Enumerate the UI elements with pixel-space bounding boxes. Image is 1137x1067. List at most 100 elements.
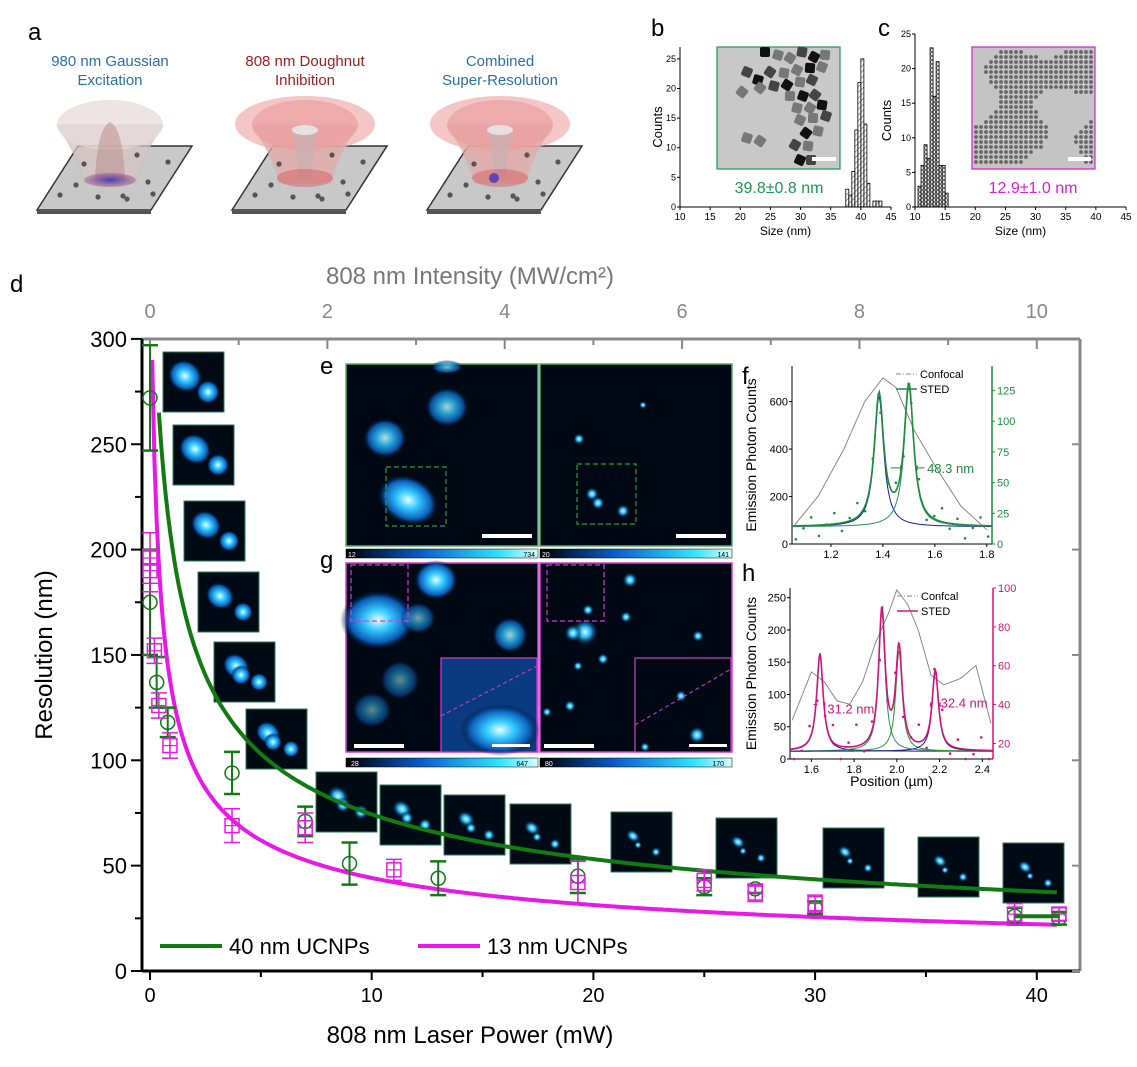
tem-particle — [989, 130, 993, 134]
tem-particle — [1059, 70, 1063, 74]
tem-particle — [1024, 130, 1028, 134]
x-tick-label: 2.4 — [975, 764, 990, 776]
tem-particle — [999, 115, 1003, 119]
x-tick-label: 10 — [909, 212, 921, 223]
sted-data-point — [956, 517, 959, 521]
tem-particle — [999, 135, 1003, 139]
tem-particle — [1009, 160, 1013, 164]
sted-data-point — [894, 671, 897, 675]
tem-particle — [1044, 65, 1048, 69]
y-tick-label: 150 — [90, 643, 127, 668]
excitation-spot — [84, 173, 136, 187]
data-point-40nm — [430, 860, 447, 897]
tem-particle — [1054, 55, 1058, 59]
colorbar-max: 647 — [516, 761, 528, 768]
tem-particle — [1089, 120, 1093, 124]
histogram-bar — [860, 58, 865, 208]
tem-particle — [999, 130, 1003, 134]
scale-bar — [1068, 157, 1091, 161]
tem-particle — [1079, 80, 1083, 84]
tem-particle — [1024, 80, 1028, 84]
tem-particle — [1034, 90, 1038, 94]
tem-particle — [1039, 65, 1043, 69]
tem-particle — [974, 150, 978, 154]
tem-particle — [1019, 135, 1023, 139]
tem-particle — [989, 115, 993, 119]
tem-particle — [1004, 145, 1008, 149]
legend-label-sted: STED — [921, 606, 950, 618]
x-tick-label: 1.8 — [846, 764, 861, 776]
sted-data-point — [917, 477, 921, 481]
marker-circle — [148, 674, 165, 691]
tem-particle — [1029, 130, 1033, 134]
tem-particle — [999, 85, 1003, 89]
plate-edge — [37, 210, 151, 214]
tem-particle — [1089, 65, 1093, 69]
tem-particle — [1034, 130, 1038, 134]
tem-particle — [1089, 135, 1093, 139]
tem-particle — [1074, 90, 1078, 94]
x-tick-label: 1.8 — [979, 549, 994, 561]
tem-particle — [989, 80, 993, 84]
tem-particle — [1044, 80, 1048, 84]
histogram-bar — [935, 61, 940, 208]
tem-particle — [1024, 85, 1028, 89]
top-tick-label: 8 — [854, 301, 865, 323]
tem-particle — [1024, 100, 1028, 104]
panel-f: f 1.21.41.61.802004006000255075100125Pos… — [738, 355, 1038, 574]
tem-particle — [979, 155, 983, 159]
histogram-bar — [944, 192, 949, 208]
tem-particle — [1009, 95, 1013, 99]
tem-particle — [1019, 50, 1023, 54]
right-tick-label: 75 — [997, 447, 1009, 459]
tem-particle — [790, 63, 804, 77]
data-point-13nm — [385, 858, 402, 882]
tem-particle — [1009, 60, 1013, 64]
tem-particle — [805, 73, 819, 87]
tem-particle — [1059, 55, 1063, 59]
tem-particle — [1074, 60, 1078, 64]
tem-particle — [1034, 110, 1038, 114]
tem-particle — [1024, 90, 1028, 94]
tem-particle — [1089, 85, 1093, 89]
tem-particle — [1019, 85, 1023, 89]
tem-particle — [999, 140, 1003, 144]
nanoparticle — [555, 159, 561, 165]
tem-particle — [1084, 160, 1088, 164]
data-point-40nm — [159, 706, 176, 739]
tem-particle — [1034, 70, 1038, 74]
tem-particle — [994, 60, 998, 64]
tem-particle — [1029, 70, 1033, 74]
legend-label-confocal: Confocal — [920, 369, 963, 381]
sted-data-point — [979, 516, 982, 519]
histogram-bar — [878, 200, 883, 208]
tem-particle — [1014, 80, 1018, 84]
fit-curve-13nm — [150, 359, 1057, 927]
tem-particle — [1039, 130, 1043, 134]
tem-particle — [1039, 145, 1043, 149]
tem-particle — [994, 135, 998, 139]
tem-particle — [984, 125, 988, 129]
tem-particle — [808, 88, 822, 102]
top-tick-label: 0 — [144, 301, 155, 323]
x-axis-title: 808 nm Laser Power (mW) — [327, 1022, 614, 1049]
histogram-bar — [917, 185, 922, 208]
right-tick-label: 80 — [998, 622, 1010, 634]
tem-particle — [1004, 75, 1008, 79]
y-tick-label: 200 — [768, 625, 786, 637]
tem-particle — [1029, 100, 1033, 104]
tem-particle — [1009, 90, 1013, 94]
tem-particle — [1064, 80, 1068, 84]
tem-particle — [1014, 160, 1018, 164]
tem-particle — [812, 125, 824, 137]
tem-particle — [1004, 105, 1008, 109]
tem-particle — [1049, 85, 1053, 89]
sted-data-point — [925, 518, 928, 522]
tem-particle — [1024, 150, 1028, 154]
sted-thumbnail — [183, 500, 246, 562]
tem-particle — [794, 154, 806, 166]
right-tick-label: 100 — [997, 416, 1015, 428]
schematic-title: 980 nm Gaussian — [51, 53, 169, 70]
nanoparticle — [540, 191, 546, 197]
tem-particle — [999, 155, 1003, 159]
